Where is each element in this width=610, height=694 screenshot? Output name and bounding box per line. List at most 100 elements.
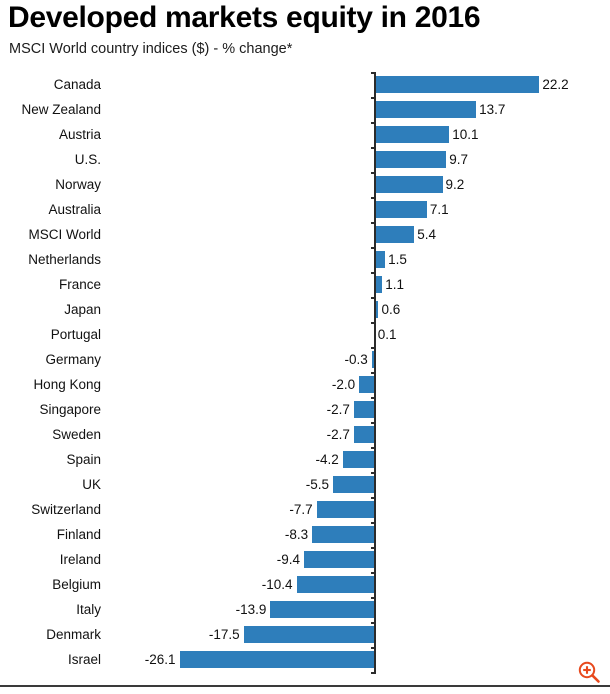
bar-value-label: 5.4 [417,227,436,242]
bar-row: U.S. 9.7 [0,147,610,172]
bar-value-label: -10.4 [261,577,293,592]
bar-row: Japan 0.6 [0,297,610,322]
bar-value-label: 9.7 [449,152,469,167]
bar-row: Israel -26.1 [0,647,610,672]
axis-tick [371,347,376,349]
bar-row: Portugal 0.1 [0,322,610,347]
bar-value-label: 7.1 [429,202,449,217]
bar-row: Switzerland -7.7 [0,497,610,522]
bar-value-label: -2.0 [331,377,356,392]
category-label: Switzerland [31,502,101,517]
bar-value-label: 0.6 [381,302,401,317]
bar-row: Singapore -2.7 [0,397,610,422]
axis-tick [371,547,376,549]
bar [243,626,374,643]
bar [374,251,386,268]
bar [316,501,374,518]
bar-value-label: -2.7 [326,402,350,417]
axis-tick [371,247,376,249]
axis-tick [371,522,376,524]
category-label: Canada [53,77,101,92]
category-label: Belgium [52,577,101,592]
category-label: Finland [56,527,101,542]
bar-value-label: 1.1 [385,277,404,292]
bar-row: Norway 9.2 [0,172,610,197]
bar-value-label: -4.2 [315,452,339,467]
axis-tick [371,372,376,374]
category-label: Singapore [39,402,101,417]
bar-value-label: -5.5 [305,477,330,492]
axis-tick [371,622,376,624]
axis-tick [371,122,376,124]
axis-tick [371,647,376,649]
axis-tick [371,297,376,299]
category-label: Denmark [46,627,101,642]
axis-tick [371,422,376,424]
category-label: Austria [58,127,101,142]
bar-value-label: 9.2 [445,177,465,192]
category-label: France [58,277,101,292]
bar [374,226,415,243]
axis-tick [371,172,376,174]
axis-tick [371,197,376,199]
axis-tick [371,497,376,499]
bar-value-label: -13.9 [235,602,267,617]
chart-subtitle: MSCI World country indices ($) - % chang… [9,41,293,57]
bar-row: Germany -0.3 [0,347,610,372]
bar-value-label: -9.4 [276,552,300,567]
category-label: Spain [66,452,101,467]
bar [374,126,450,143]
axis-tick [371,72,376,74]
bar-value-label: 0.1 [377,327,397,342]
category-label: Israel [67,652,101,667]
axis-tick [371,322,376,324]
axis-tick [371,447,376,449]
chart-header: Developed markets equity in 2016 MSCI Wo… [0,0,610,58]
zoom-in-icon[interactable] [577,660,601,684]
bar-value-label: -0.3 [344,352,368,367]
bar [374,176,443,193]
bar-row: Netherlands 1.5 [0,247,610,272]
bar [374,301,379,318]
axis-tick [371,272,376,274]
category-label: Norway [55,177,101,192]
bar [333,476,374,493]
bar-row: Hong Kong -2.0 [0,372,610,397]
bar-row: New Zealand 13.7 [0,97,610,122]
bar-row: Australia 7.1 [0,197,610,222]
category-label: Netherlands [28,252,101,267]
category-label: UK [82,477,101,492]
axis-tick [371,147,376,149]
bar [374,101,477,118]
axis-tick [371,397,376,399]
category-label: Hong Kong [33,377,101,392]
bar-value-label: -26.1 [144,652,176,667]
axis-tick [371,97,376,99]
bar-row: UK -5.5 [0,472,610,497]
bar [374,151,447,168]
category-label: U.S. [74,152,101,167]
bar-row: Ireland -9.4 [0,547,610,572]
category-label: Japan [64,302,101,317]
chart-bottom-rule [0,685,610,687]
bar-row: Austria 10.1 [0,122,610,147]
category-label: MSCI World [28,227,101,242]
bar [296,576,374,593]
category-label: New Zealand [21,102,101,117]
bar [374,276,383,293]
bar-value-label: 22.2 [542,77,569,92]
bar-row: France 1.1 [0,272,610,297]
axis-tick [371,597,376,599]
bar [371,351,374,368]
bar [359,376,374,393]
bar-value-label: 1.5 [388,252,407,267]
bar-row: Canada 22.2 [0,72,610,97]
bar-value-label: -17.5 [208,627,240,642]
axis-tick [371,472,376,474]
axis-tick [371,222,376,224]
category-label: Sweden [52,427,101,442]
bar-row: Finland -8.3 [0,522,610,547]
bar-rows-container: Canada 22.2 New Zealand 13.7 Austria 10.1 U.S.… [0,72,610,672]
zoom-in-icon-glyph [578,661,600,683]
bar [179,651,374,668]
